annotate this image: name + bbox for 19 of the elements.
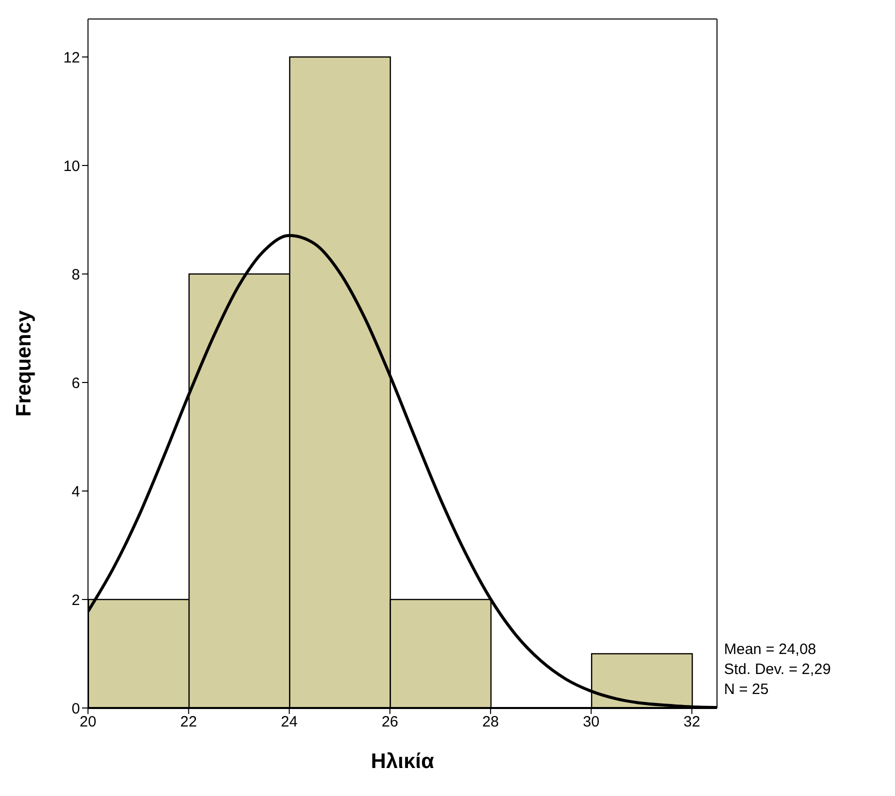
text: N = 25	[724, 680, 770, 700]
y-tick-label: 10	[63, 158, 80, 175]
x-tick-label: 20	[80, 714, 96, 731]
y-tick-label: 8	[72, 266, 80, 284]
y-axis-title: Frequency	[12, 310, 36, 417]
text: Mean = 24,08	[724, 640, 818, 660]
x-tick-label: 32	[683, 714, 700, 731]
x-tick-label: 30	[582, 714, 600, 731]
x-tick-label: 26	[382, 714, 398, 731]
x-tick-label: 28	[482, 714, 499, 731]
x-axis-title: Ηλικία	[370, 750, 434, 773]
x-tick-label: 22	[180, 714, 197, 731]
text: Std. Dev. = 2,29	[724, 660, 831, 680]
y-tick-label: 6	[72, 374, 80, 392]
y-tick-label: 0	[72, 700, 80, 718]
y-tick-label: 12	[63, 49, 80, 66]
x-tick-label: 24	[280, 714, 298, 731]
y-tick-label: 2	[72, 592, 80, 609]
y-tick-label: 4	[72, 483, 80, 500]
